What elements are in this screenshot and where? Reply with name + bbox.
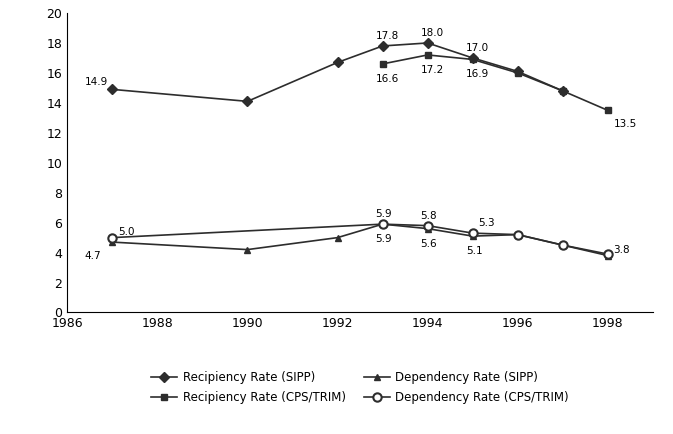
Dependency Rate (SIPP) [244,247,252,252]
Text: 5.0: 5.0 [118,227,135,237]
Dependency Rate (SIPP) [423,226,431,231]
Recipiency Rate (CPS/TRIM) [468,57,476,62]
Dependency Rate (SIPP) [559,243,567,248]
Recipiency Rate (SIPP) [513,69,522,74]
Text: 5.8: 5.8 [421,210,437,221]
Dependency Rate (SIPP) [468,233,476,239]
Text: 5.9: 5.9 [376,234,392,244]
Legend: Recipiency Rate (SIPP), Recipiency Rate (CPS/TRIM), Dependency Rate (SIPP), Depe: Recipiency Rate (SIPP), Recipiency Rate … [146,366,574,409]
Recipiency Rate (SIPP) [559,88,567,93]
Dependency Rate (CPS/TRIM) [513,232,522,237]
Recipiency Rate (SIPP) [468,56,476,61]
Text: 17.8: 17.8 [376,31,399,41]
Line: Recipiency Rate (CPS/TRIM): Recipiency Rate (CPS/TRIM) [379,52,611,114]
Recipiency Rate (SIPP) [423,40,431,46]
Recipiency Rate (SIPP) [378,43,386,49]
Text: 16.9: 16.9 [466,69,489,79]
Dependency Rate (CPS/TRIM) [378,221,386,227]
Text: 5.6: 5.6 [421,239,437,249]
Text: 14.9: 14.9 [85,77,108,87]
Text: 18.0: 18.0 [421,28,444,38]
Recipiency Rate (CPS/TRIM) [378,61,386,66]
Text: 3.8: 3.8 [613,245,630,255]
Line: Dependency Rate (CPS/TRIM): Dependency Rate (CPS/TRIM) [108,220,612,258]
Recipiency Rate (SIPP) [334,60,342,65]
Text: 17.0: 17.0 [466,43,489,53]
Line: Recipiency Rate (SIPP): Recipiency Rate (SIPP) [109,39,566,105]
Recipiency Rate (SIPP) [108,87,116,92]
Text: 5.1: 5.1 [466,246,483,256]
Recipiency Rate (CPS/TRIM) [559,88,567,93]
Text: 13.5: 13.5 [613,119,637,129]
Recipiency Rate (CPS/TRIM) [604,108,612,113]
Text: 5.3: 5.3 [479,218,495,228]
Text: 17.2: 17.2 [421,65,444,75]
Dependency Rate (SIPP) [604,253,612,258]
Dependency Rate (CPS/TRIM) [559,243,567,248]
Dependency Rate (SIPP) [108,240,116,245]
Dependency Rate (CPS/TRIM) [604,251,612,256]
Line: Dependency Rate (SIPP): Dependency Rate (SIPP) [109,220,611,259]
Dependency Rate (CPS/TRIM) [468,230,476,236]
Text: 16.6: 16.6 [376,74,399,84]
Recipiency Rate (CPS/TRIM) [513,70,522,76]
Dependency Rate (SIPP) [513,232,522,237]
Dependency Rate (CPS/TRIM) [108,235,116,240]
Dependency Rate (SIPP) [378,221,386,227]
Text: 5.9: 5.9 [376,209,392,219]
Dependency Rate (SIPP) [334,235,342,240]
Recipiency Rate (CPS/TRIM) [423,53,431,58]
Recipiency Rate (SIPP) [244,99,252,104]
Text: 4.7: 4.7 [85,251,101,261]
Dependency Rate (CPS/TRIM) [423,223,431,228]
